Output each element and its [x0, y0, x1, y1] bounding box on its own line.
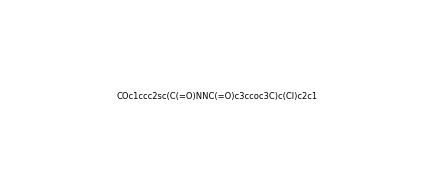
- Text: COc1ccc2sc(C(=O)NNC(=O)c3ccoc3C)c(Cl)c2c1: COc1ccc2sc(C(=O)NNC(=O)c3ccoc3C)c(Cl)c2c…: [116, 92, 318, 100]
